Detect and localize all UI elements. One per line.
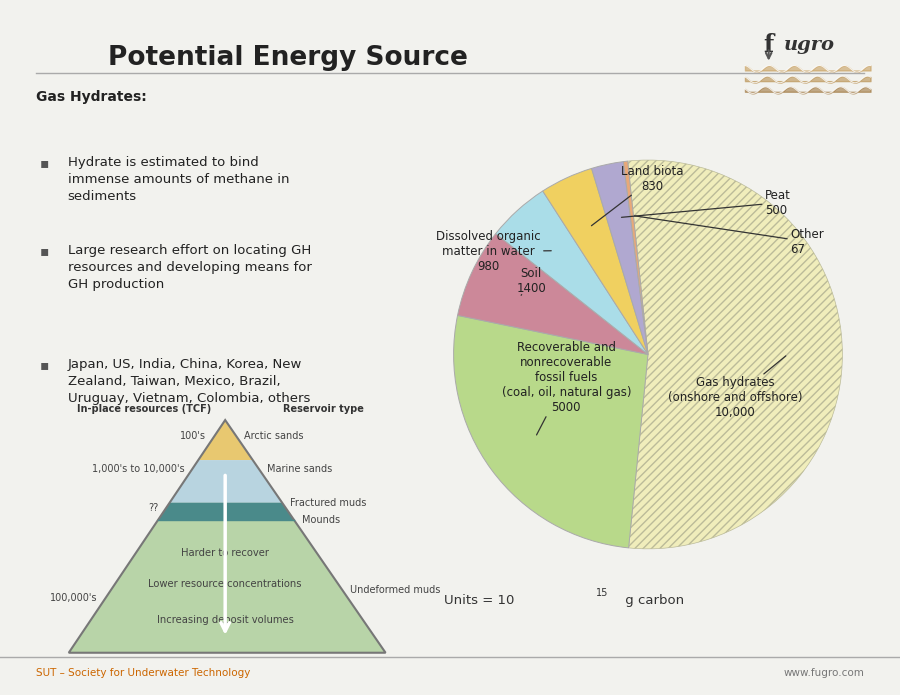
Polygon shape xyxy=(68,520,385,653)
Text: Lower resource concentrations: Lower resource concentrations xyxy=(148,579,302,589)
Text: Arctic sands: Arctic sands xyxy=(244,432,304,441)
Text: Dissolved organic
matter in water
980: Dissolved organic matter in water 980 xyxy=(436,230,551,273)
Text: Peat
500: Peat 500 xyxy=(622,189,790,218)
Text: Reservoir type: Reservoir type xyxy=(283,404,364,414)
Text: 100,000's: 100,000's xyxy=(50,593,98,603)
Text: ugro: ugro xyxy=(784,36,835,54)
Wedge shape xyxy=(454,316,648,548)
Text: In-place resources (TCF): In-place resources (TCF) xyxy=(76,404,211,414)
Text: ▪: ▪ xyxy=(40,358,50,373)
Text: Other
67: Other 67 xyxy=(634,216,824,256)
Text: ▪: ▪ xyxy=(40,156,50,170)
Polygon shape xyxy=(158,502,294,520)
Polygon shape xyxy=(170,460,282,502)
Text: Fractured muds: Fractured muds xyxy=(290,498,366,507)
Polygon shape xyxy=(198,420,253,460)
Text: f: f xyxy=(763,33,774,57)
Text: 100's: 100's xyxy=(180,432,206,441)
Text: www.fugro.com: www.fugro.com xyxy=(783,668,864,678)
Wedge shape xyxy=(543,168,648,354)
Text: Mounds: Mounds xyxy=(302,515,340,525)
Text: Land biota
830: Land biota 830 xyxy=(591,165,683,226)
Text: SUT – Society for Underwater Technology: SUT – Society for Underwater Technology xyxy=(36,668,250,678)
Text: Marine sands: Marine sands xyxy=(266,464,332,474)
Text: Gas Hydrates:: Gas Hydrates: xyxy=(36,90,147,104)
Text: Undeformed muds: Undeformed muds xyxy=(350,585,441,595)
Wedge shape xyxy=(627,160,842,549)
Text: Units = 10: Units = 10 xyxy=(444,594,514,607)
Wedge shape xyxy=(624,161,648,354)
Text: Japan, US, India, China, Korea, New
Zealand, Taiwan, Mexico, Brazil,
Uruguay, Vi: Japan, US, India, China, Korea, New Zeal… xyxy=(68,358,310,405)
Text: Harder to recover: Harder to recover xyxy=(181,548,269,557)
Wedge shape xyxy=(591,162,648,354)
Text: Gas hydrates
(onshore and offshore)
10,000: Gas hydrates (onshore and offshore) 10,0… xyxy=(668,356,803,418)
Text: ▪: ▪ xyxy=(40,244,50,258)
Text: 1,000's to 10,000's: 1,000's to 10,000's xyxy=(92,464,184,474)
Text: Potential Energy Source: Potential Energy Source xyxy=(108,45,468,71)
Text: Increasing deposit volumes: Increasing deposit volumes xyxy=(157,615,293,626)
Text: Large research effort on locating GH
resources and developing means for
GH produ: Large research effort on locating GH res… xyxy=(68,244,311,291)
Wedge shape xyxy=(457,234,648,354)
Text: ??: ?? xyxy=(148,502,158,513)
Text: Recoverable and
nonrecoverable
fossil fuels
(coal, oil, natural gas)
5000: Recoverable and nonrecoverable fossil fu… xyxy=(501,341,631,435)
Wedge shape xyxy=(496,191,648,354)
Text: Hydrate is estimated to bind
immense amounts of methane in
sediments: Hydrate is estimated to bind immense amo… xyxy=(68,156,289,203)
Text: 15: 15 xyxy=(596,589,608,598)
Text: Soil
1400: Soil 1400 xyxy=(517,267,546,295)
Text: g carbon: g carbon xyxy=(621,594,684,607)
